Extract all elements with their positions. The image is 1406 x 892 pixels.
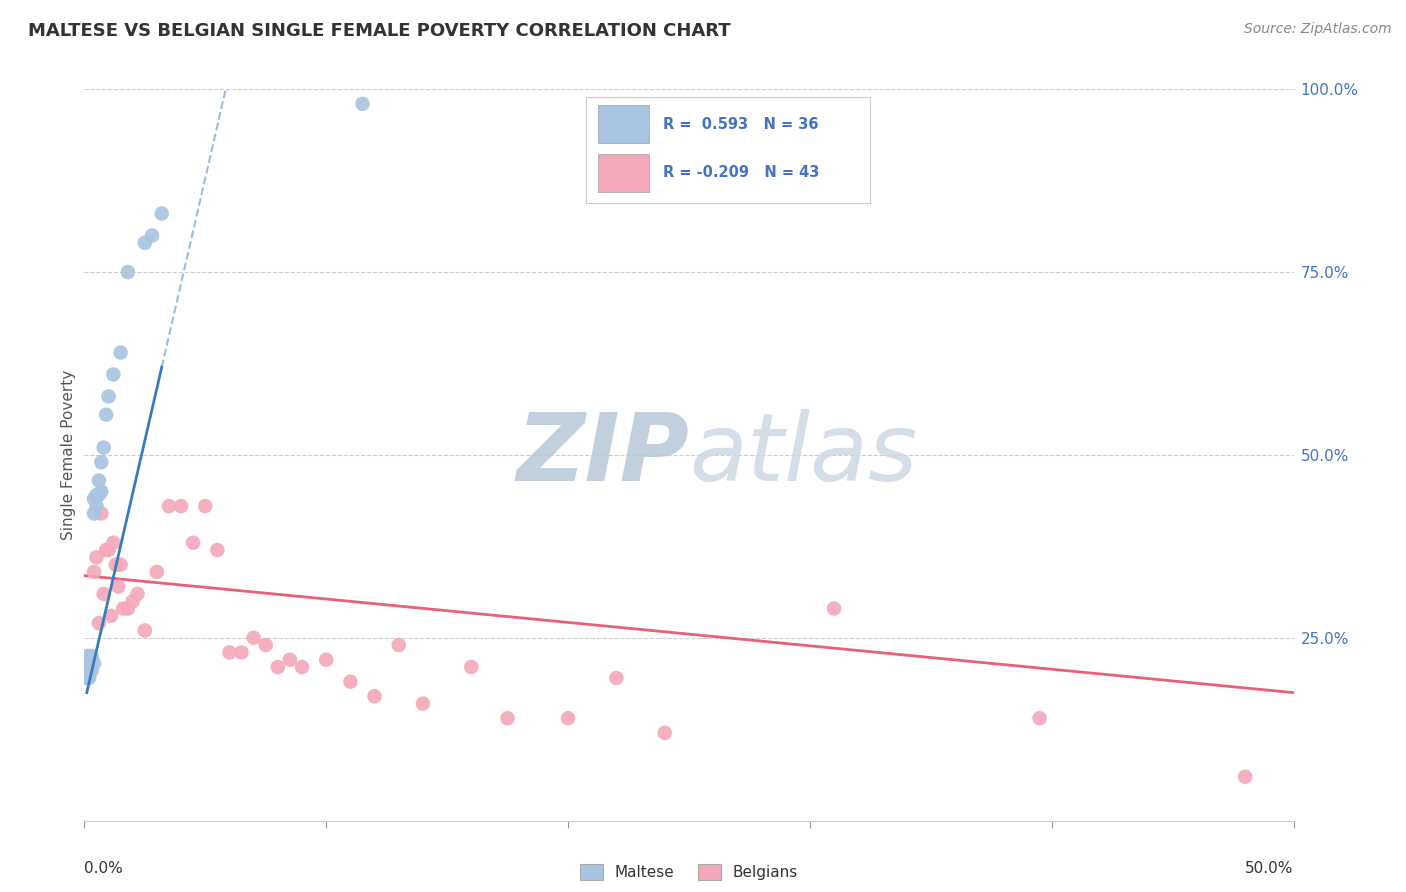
Point bbox=[1234, 770, 1257, 784]
Point bbox=[87, 488, 110, 502]
Point bbox=[80, 653, 103, 667]
Point bbox=[412, 697, 434, 711]
Point bbox=[460, 660, 482, 674]
Point bbox=[267, 660, 290, 674]
Text: MALTESE VS BELGIAN SINGLE FEMALE POVERTY CORRELATION CHART: MALTESE VS BELGIAN SINGLE FEMALE POVERTY… bbox=[28, 22, 731, 40]
Point bbox=[157, 499, 180, 513]
Point bbox=[242, 631, 264, 645]
Point bbox=[90, 507, 112, 521]
Legend: Maltese, Belgians: Maltese, Belgians bbox=[574, 858, 804, 886]
Point bbox=[127, 587, 149, 601]
Point bbox=[150, 206, 173, 220]
Point bbox=[87, 474, 110, 488]
Point bbox=[291, 660, 314, 674]
Point bbox=[104, 558, 127, 572]
Point bbox=[107, 580, 129, 594]
Point bbox=[141, 228, 163, 243]
Point bbox=[94, 543, 117, 558]
Point bbox=[86, 550, 108, 565]
Point bbox=[112, 601, 135, 615]
Point bbox=[77, 657, 100, 671]
Point bbox=[77, 667, 100, 681]
Point bbox=[87, 616, 110, 631]
Point bbox=[76, 649, 98, 664]
Point bbox=[86, 488, 108, 502]
Point bbox=[80, 649, 103, 664]
Text: 0.0%: 0.0% bbox=[84, 861, 124, 876]
Point bbox=[76, 671, 98, 685]
Point bbox=[80, 660, 103, 674]
Point bbox=[352, 96, 374, 111]
Point bbox=[605, 671, 627, 685]
Point bbox=[77, 664, 100, 678]
Point bbox=[110, 558, 132, 572]
Point bbox=[218, 645, 240, 659]
Text: atlas: atlas bbox=[689, 409, 917, 500]
Point bbox=[93, 587, 115, 601]
Point bbox=[83, 565, 105, 579]
Text: 50.0%: 50.0% bbox=[1246, 861, 1294, 876]
Point bbox=[194, 499, 217, 513]
Point bbox=[76, 660, 98, 674]
Point bbox=[90, 484, 112, 499]
Point bbox=[363, 690, 385, 704]
Point bbox=[76, 653, 98, 667]
Point bbox=[134, 624, 156, 638]
Point bbox=[254, 638, 277, 652]
Point bbox=[77, 671, 100, 685]
Point bbox=[80, 657, 103, 671]
Point bbox=[121, 594, 143, 608]
Text: ZIP: ZIP bbox=[516, 409, 689, 501]
Point bbox=[110, 345, 132, 359]
Point bbox=[100, 608, 122, 623]
Point bbox=[77, 649, 100, 664]
Point bbox=[86, 499, 108, 513]
Point bbox=[146, 565, 169, 579]
Point bbox=[103, 368, 125, 382]
Point bbox=[80, 664, 103, 678]
Point bbox=[117, 265, 139, 279]
Point bbox=[388, 638, 411, 652]
Point bbox=[496, 711, 519, 725]
Point bbox=[97, 543, 120, 558]
Point bbox=[103, 535, 125, 549]
Point bbox=[83, 657, 105, 671]
Point bbox=[654, 726, 676, 740]
Point bbox=[76, 653, 98, 667]
Point bbox=[207, 543, 229, 558]
Text: Source: ZipAtlas.com: Source: ZipAtlas.com bbox=[1244, 22, 1392, 37]
Point bbox=[557, 711, 579, 725]
Y-axis label: Single Female Poverty: Single Female Poverty bbox=[60, 370, 76, 540]
Point bbox=[97, 389, 120, 403]
Point bbox=[1028, 711, 1050, 725]
Point bbox=[278, 653, 301, 667]
Point bbox=[83, 507, 105, 521]
Point bbox=[83, 491, 105, 506]
Point bbox=[231, 645, 253, 659]
Point bbox=[823, 601, 845, 615]
Point bbox=[315, 653, 337, 667]
Point bbox=[90, 455, 112, 469]
Point bbox=[181, 535, 204, 549]
Point bbox=[94, 408, 117, 422]
Point bbox=[339, 674, 361, 689]
Point bbox=[93, 441, 115, 455]
Point bbox=[170, 499, 193, 513]
Point bbox=[117, 601, 139, 615]
Point bbox=[76, 657, 98, 671]
Point bbox=[77, 660, 100, 674]
Point bbox=[134, 235, 156, 250]
